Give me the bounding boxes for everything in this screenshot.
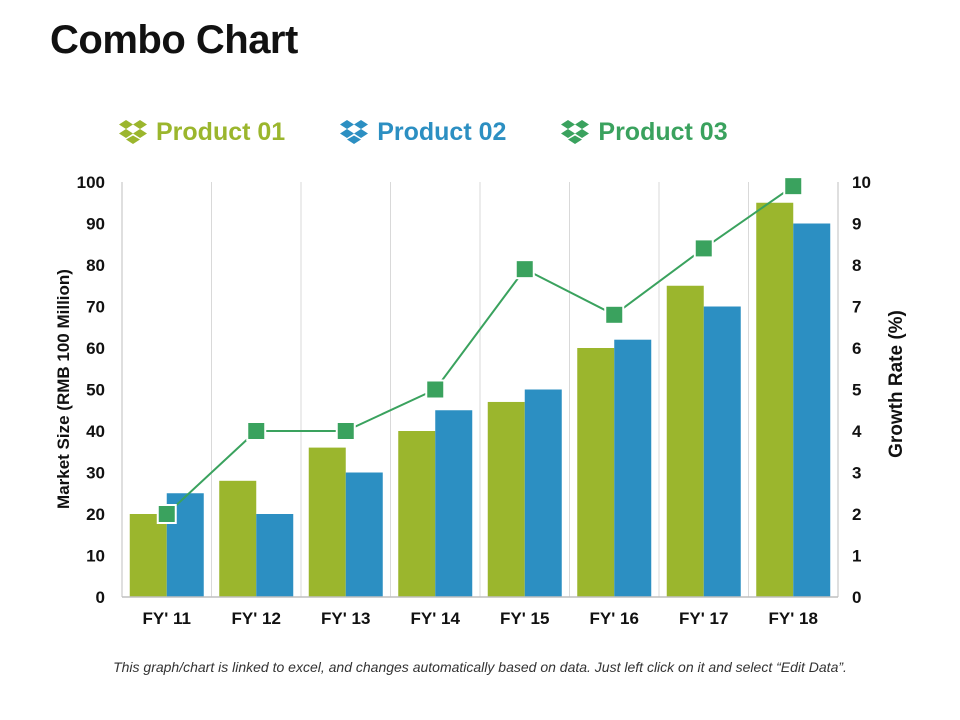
page-title: Combo Chart: [50, 18, 298, 62]
dropbox-icon: [560, 119, 590, 145]
x-tick-label: FY' 18: [769, 609, 818, 628]
y-tick-label-left: 30: [86, 464, 105, 483]
y-axis-title-left: Market Size (RMB 100 Million): [54, 269, 73, 509]
y-tick-label-left: 90: [86, 215, 105, 234]
point-product-03: [246, 421, 267, 441]
point-product-03: [335, 421, 356, 441]
bar-product-01: [666, 285, 704, 597]
y-tick-label-right: 4: [852, 422, 862, 441]
y-tick-label-right: 10: [852, 173, 871, 192]
point-product-03: [783, 176, 804, 197]
y-tick-label-left: 40: [86, 422, 105, 441]
footnote: This graph/chart is linked to excel, and…: [113, 659, 847, 675]
bar-product-02: [345, 472, 383, 597]
x-tick-label: FY' 11: [143, 609, 191, 628]
y-tick-label-left: 70: [86, 298, 105, 317]
bar-product-01: [398, 431, 436, 597]
x-tick-label: FY' 17: [679, 609, 728, 628]
point-product-03: [514, 259, 535, 280]
point-product-03: [604, 304, 625, 325]
y-tick-label-left: 50: [86, 381, 105, 400]
bar-product-02: [703, 306, 741, 597]
chart-legend: Product 01 Product 02 Product 03: [118, 112, 782, 152]
legend-item-product-03: Product 03: [560, 117, 728, 147]
y-tick-label-left: 60: [86, 339, 105, 358]
point-product-03: [156, 504, 177, 524]
y-tick-label-right: 0: [852, 588, 861, 607]
y-tick-label-right: 2: [852, 505, 861, 524]
point-product-03: [693, 238, 714, 259]
bar-product-02: [614, 339, 652, 597]
bar-product-02: [256, 514, 294, 597]
bar-product-02: [524, 389, 562, 597]
y-tick-label-right: 9: [852, 215, 861, 234]
legend-label: Product 02: [377, 117, 507, 146]
legend-item-product-02: Product 02: [339, 118, 506, 147]
y-tick-label-right: 3: [852, 464, 861, 483]
x-tick-label: FY' 16: [590, 609, 639, 628]
legend-label: Product 01: [156, 117, 286, 146]
x-tick-label: FY' 14: [411, 609, 461, 628]
y-tick-label-right: 5: [852, 381, 861, 400]
legend-item-product-01: Product 01: [118, 118, 285, 147]
y-tick-label-left: 80: [86, 256, 105, 275]
bar-product-01: [308, 447, 346, 597]
line-series: [156, 176, 804, 524]
y-tick-label-left: 0: [96, 588, 105, 607]
y-tick-label-right: 7: [852, 298, 861, 317]
y-tick-label-right: 6: [852, 339, 861, 358]
dropbox-icon: [339, 119, 369, 145]
x-tick-label: FY' 13: [321, 609, 370, 628]
bar-product-01: [129, 514, 167, 597]
bar-product-01: [219, 480, 257, 597]
legend-label: Product 03: [598, 117, 728, 146]
x-tick-label: FY' 12: [232, 609, 281, 628]
y-tick-label-right: 1: [852, 547, 861, 566]
point-product-03: [425, 379, 446, 400]
bar-product-01: [487, 401, 525, 597]
dropbox-icon: [118, 119, 148, 145]
bar-product-01: [756, 202, 794, 597]
bar-product-02: [435, 410, 473, 597]
y-tick-label-left: 10: [86, 547, 105, 566]
bar-product-01: [577, 348, 615, 597]
y-axis-title-right: Growth Rate (%): [886, 310, 907, 458]
y-tick-label-right: 8: [852, 256, 861, 275]
bar-series: [129, 202, 831, 597]
axes: 0 10 20 30 40 50 60 70 80 90 100 0 1 2 3 4 5 6 7 8 9 10 FY' 11…: [77, 173, 871, 628]
x-tick-label: FY' 15: [500, 609, 549, 628]
line-product-03: [166, 185, 794, 515]
bar-product-02: [793, 223, 831, 597]
y-tick-label-left: 20: [86, 505, 105, 524]
y-tick-label-left: 100: [77, 173, 105, 192]
